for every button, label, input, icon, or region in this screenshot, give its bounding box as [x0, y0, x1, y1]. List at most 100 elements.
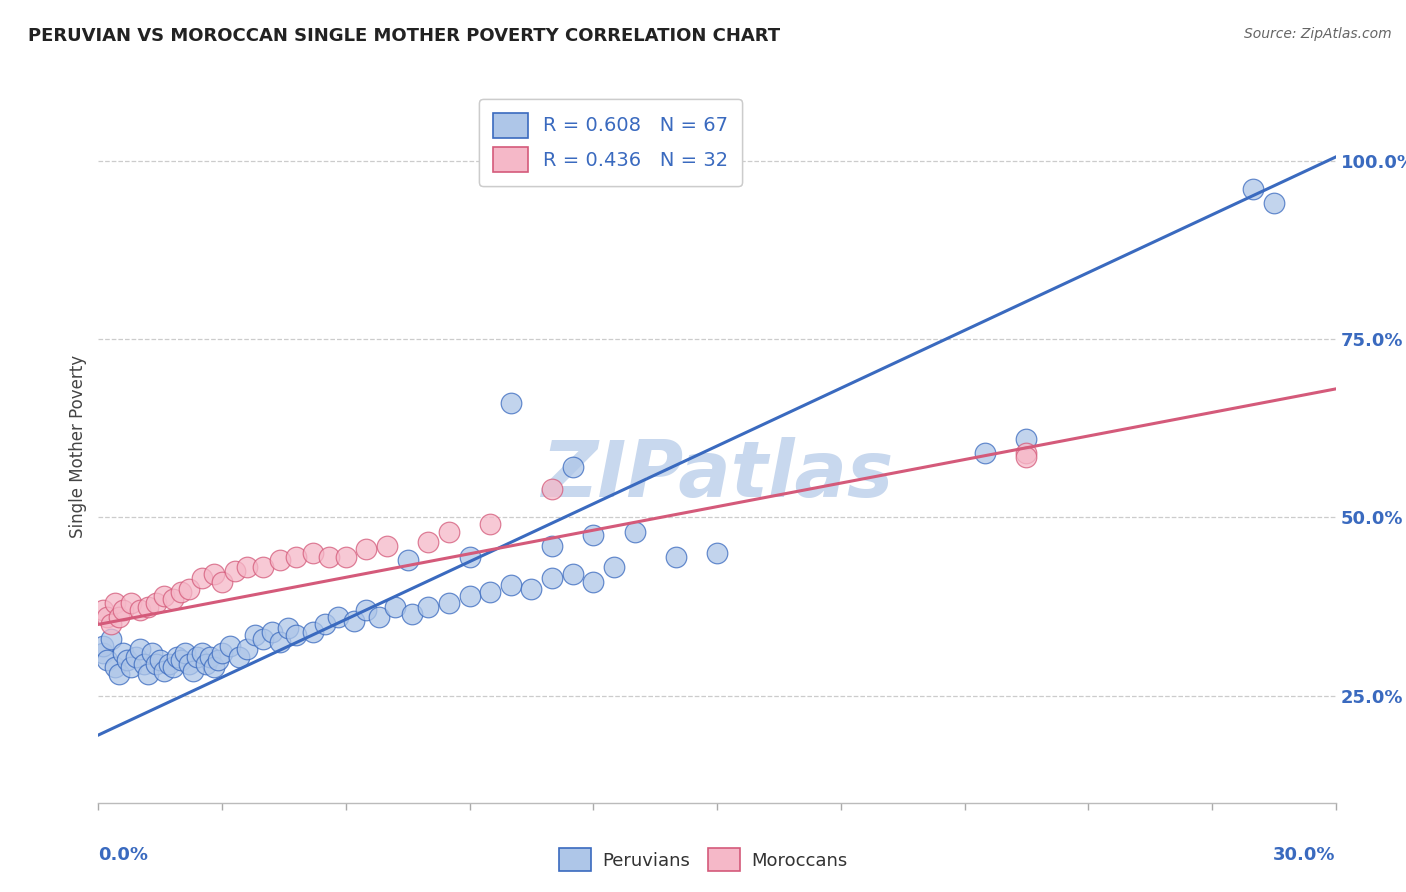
Text: PERUVIAN VS MOROCCAN SINGLE MOTHER POVERTY CORRELATION CHART: PERUVIAN VS MOROCCAN SINGLE MOTHER POVER… — [28, 27, 780, 45]
Point — [120, 660, 142, 674]
Point — [145, 596, 167, 610]
Point — [96, 653, 118, 667]
Point — [458, 589, 481, 603]
Point — [104, 660, 127, 674]
Point — [145, 657, 167, 671]
Point — [437, 596, 460, 610]
Point — [499, 396, 522, 410]
Point — [1241, 182, 1264, 196]
Point — [174, 646, 197, 660]
Point — [179, 657, 201, 671]
Point — [335, 549, 357, 564]
Point — [190, 646, 212, 660]
Point — [136, 599, 159, 614]
Point — [541, 482, 564, 496]
Point — [104, 596, 127, 610]
Point — [974, 446, 997, 460]
Point — [207, 653, 229, 667]
Point — [252, 632, 274, 646]
Point — [277, 621, 299, 635]
Point — [112, 603, 135, 617]
Point — [356, 542, 378, 557]
Y-axis label: Single Mother Poverty: Single Mother Poverty — [69, 354, 87, 538]
Point — [228, 649, 250, 664]
Point — [269, 553, 291, 567]
Point — [141, 646, 163, 660]
Point — [1015, 450, 1038, 464]
Point — [375, 539, 398, 553]
Point — [260, 624, 283, 639]
Point — [198, 649, 221, 664]
Point — [179, 582, 201, 596]
Point — [541, 571, 564, 585]
Point — [124, 649, 146, 664]
Point — [181, 664, 204, 678]
Point — [582, 574, 605, 589]
Point — [91, 603, 114, 617]
Point — [162, 592, 184, 607]
Point — [603, 560, 626, 574]
Point — [458, 549, 481, 564]
Point — [166, 649, 188, 664]
Legend: Peruvians, Moroccans: Peruvians, Moroccans — [551, 841, 855, 879]
Point — [302, 546, 325, 560]
Point — [541, 539, 564, 553]
Point — [202, 567, 225, 582]
Point — [418, 599, 440, 614]
Point — [343, 614, 366, 628]
Point — [243, 628, 266, 642]
Point — [561, 460, 583, 475]
Point — [706, 546, 728, 560]
Point — [128, 642, 150, 657]
Point — [437, 524, 460, 539]
Point — [91, 639, 114, 653]
Point — [1263, 196, 1285, 211]
Point — [302, 624, 325, 639]
Point — [128, 603, 150, 617]
Point — [149, 653, 172, 667]
Point — [285, 549, 308, 564]
Point — [623, 524, 645, 539]
Point — [520, 582, 543, 596]
Point — [219, 639, 242, 653]
Point — [211, 574, 233, 589]
Point — [499, 578, 522, 592]
Point — [136, 667, 159, 681]
Point — [396, 553, 419, 567]
Point — [479, 585, 502, 599]
Point — [153, 589, 176, 603]
Point — [157, 657, 180, 671]
Point — [112, 646, 135, 660]
Point — [401, 607, 423, 621]
Point — [132, 657, 155, 671]
Point — [1015, 432, 1038, 446]
Point — [170, 585, 193, 599]
Point — [326, 610, 349, 624]
Point — [561, 567, 583, 582]
Point — [252, 560, 274, 574]
Point — [100, 617, 122, 632]
Point — [190, 571, 212, 585]
Point — [665, 549, 688, 564]
Point — [108, 610, 131, 624]
Point — [224, 564, 246, 578]
Point — [384, 599, 406, 614]
Point — [418, 535, 440, 549]
Text: 30.0%: 30.0% — [1274, 846, 1336, 863]
Point — [367, 610, 389, 624]
Point — [211, 646, 233, 660]
Point — [314, 617, 336, 632]
Point — [91, 646, 114, 660]
Point — [194, 657, 217, 671]
Point — [236, 560, 259, 574]
Text: Source: ZipAtlas.com: Source: ZipAtlas.com — [1244, 27, 1392, 41]
Point — [117, 653, 139, 667]
Point — [120, 596, 142, 610]
Point — [236, 642, 259, 657]
Point — [186, 649, 208, 664]
Point — [170, 653, 193, 667]
Point — [318, 549, 340, 564]
Point — [153, 664, 176, 678]
Point — [285, 628, 308, 642]
Point — [356, 603, 378, 617]
